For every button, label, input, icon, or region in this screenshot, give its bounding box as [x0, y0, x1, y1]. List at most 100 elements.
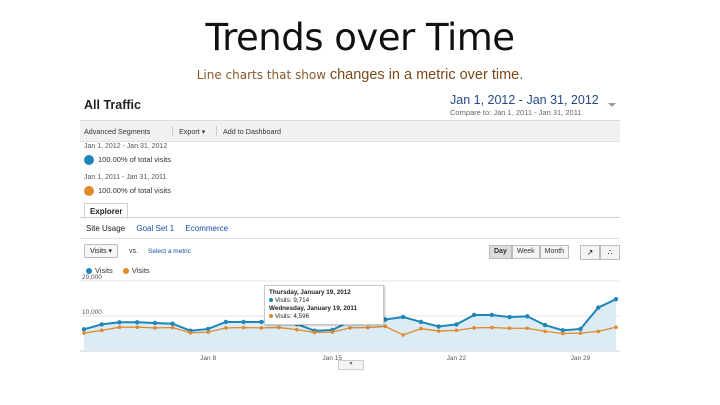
data-point [206, 330, 210, 334]
data-point [560, 328, 565, 333]
segment-range-current: Jan 1, 2012 - Jan 31, 2012 [84, 143, 168, 150]
tooltip-value-previous: Visits: 4,596 [269, 313, 379, 321]
data-point [81, 327, 87, 332]
data-point [525, 314, 530, 319]
data-point [241, 325, 246, 330]
add-to-dashboard-button[interactable]: Add to Dashboard [223, 127, 281, 136]
data-point [153, 326, 157, 330]
toolbar-divider [216, 126, 217, 136]
legend-label: Visits [95, 266, 113, 275]
y-tick-label: 20,000 [82, 274, 102, 281]
tab-divider [80, 217, 620, 218]
visits-line-chart[interactable]: 20,000 10,000 Jan 8 Jan 15 Jan 22 Jan 29 [80, 273, 620, 363]
select-metric-link[interactable]: Select a metric [148, 248, 191, 255]
pie-icon [84, 186, 94, 197]
advanced-segments-button[interactable]: Advanced Segments [84, 127, 151, 136]
data-point [99, 322, 104, 327]
data-point [436, 324, 441, 329]
data-point [578, 331, 583, 335]
data-point [295, 327, 299, 332]
chart-controls: Visits ▾ vs. Select a metric Day Week Mo… [80, 238, 620, 265]
data-point [596, 305, 601, 310]
x-tick-label: Jan 22 [447, 355, 467, 362]
data-point [259, 319, 264, 325]
legend-item: Visits [122, 266, 150, 275]
data-point [419, 326, 423, 331]
date-range-label: Jan 1, 2012 - Jan 31, 2012 [450, 93, 599, 107]
data-point [525, 326, 530, 331]
data-point [277, 325, 281, 330]
chart-resize-handle[interactable]: ▾ [338, 360, 364, 370]
metric-select[interactable]: Visits ▾ [84, 244, 119, 258]
granularity-day-button[interactable]: Day [489, 245, 512, 259]
segment-label: 100.00% of total visits [98, 186, 171, 195]
data-point [99, 328, 104, 333]
tab-explorer[interactable]: Explorer [84, 203, 129, 219]
report-toolbar: Advanced Segments Export ▾ Add to Dashbo… [80, 121, 620, 142]
data-point [507, 326, 512, 331]
toolbar-divider [172, 126, 173, 136]
vs-label: vs. [129, 248, 138, 255]
analytics-screenshot: All Traffic Jan 1, 2012 - Jan 31, 2012 C… [80, 90, 620, 370]
segment-current[interactable]: 100.00% of total visits [84, 155, 171, 166]
segment-range-previous: Jan 1, 2011 - Jan 31, 2011 [84, 174, 167, 181]
tooltip-date-previous: Wednesday, January 19, 2011 [269, 305, 357, 312]
data-point [312, 330, 317, 335]
data-point [436, 329, 441, 333]
motion-chart-icon[interactable]: ∴ [600, 245, 620, 260]
tooltip-value-current: Visits: 9,714 [269, 297, 379, 305]
data-point [224, 326, 228, 330]
data-point [543, 329, 547, 334]
granularity-week-button[interactable]: Week [511, 245, 540, 259]
subnav-site-usage[interactable]: Site Usage [86, 224, 126, 233]
y-tick-label: 10,000 [82, 309, 102, 316]
data-point [613, 297, 619, 302]
data-point [401, 333, 406, 337]
slide-subtitle: Line charts that show changes in a metri… [0, 67, 720, 83]
compare-range-label: Compare to: Jan 1, 2011 - Jan 31, 2011 [450, 108, 582, 117]
date-range-picker[interactable]: Jan 1, 2012 - Jan 31, 2012 Compare to: J… [450, 93, 616, 117]
subnav-goal-set-1[interactable]: Goal Set 1 [136, 224, 175, 233]
data-point [188, 331, 193, 335]
report-title: All Traffic [84, 98, 141, 112]
data-point [117, 320, 122, 325]
granularity-month-button[interactable]: Month [539, 245, 570, 259]
data-point [330, 330, 335, 334]
x-tick-label: Jan 29 [571, 355, 591, 362]
data-point [454, 322, 459, 327]
data-point [561, 331, 565, 336]
slide-title: Trends over Time [205, 16, 515, 59]
x-tick-label: Jan 15 [323, 355, 343, 362]
segment-previous[interactable]: 100.00% of total visits [84, 186, 171, 197]
data-point [418, 319, 424, 325]
chevron-down-icon [608, 103, 616, 107]
data-point [152, 320, 158, 326]
chart-legend: Visits Visits [86, 266, 158, 275]
data-point [383, 317, 388, 322]
data-point [365, 325, 370, 330]
chart-type-toggle: ↗ ∴ [580, 245, 620, 260]
data-point [170, 325, 175, 330]
subnav-ecommerce[interactable]: Ecommerce [185, 224, 229, 233]
subtitle-lead: Line charts that show [196, 68, 330, 82]
data-point [82, 331, 86, 335]
data-point [542, 322, 548, 328]
x-tick-label: Jan 8 [200, 355, 216, 362]
data-point [507, 314, 512, 320]
data-point [401, 314, 406, 320]
data-point [135, 325, 139, 329]
data-point [472, 326, 476, 330]
legend-dot [122, 268, 129, 275]
line-chart-icon[interactable]: ↗ [580, 245, 600, 260]
data-point [614, 325, 618, 329]
report-header: All Traffic Jan 1, 2012 - Jan 31, 2012 C… [80, 90, 620, 121]
export-button[interactable]: Export ▾ [179, 127, 206, 136]
chart-tooltip: Thursday, January 19, 2012 Visits: 9,714… [264, 285, 384, 325]
data-point [223, 319, 229, 325]
pie-icon [84, 155, 94, 166]
subtitle-emphasis: changes in a metric over time. [329, 67, 524, 83]
data-point [490, 325, 494, 330]
data-point [135, 320, 140, 325]
data-point [241, 319, 246, 325]
legend-item: Visits [86, 266, 113, 275]
